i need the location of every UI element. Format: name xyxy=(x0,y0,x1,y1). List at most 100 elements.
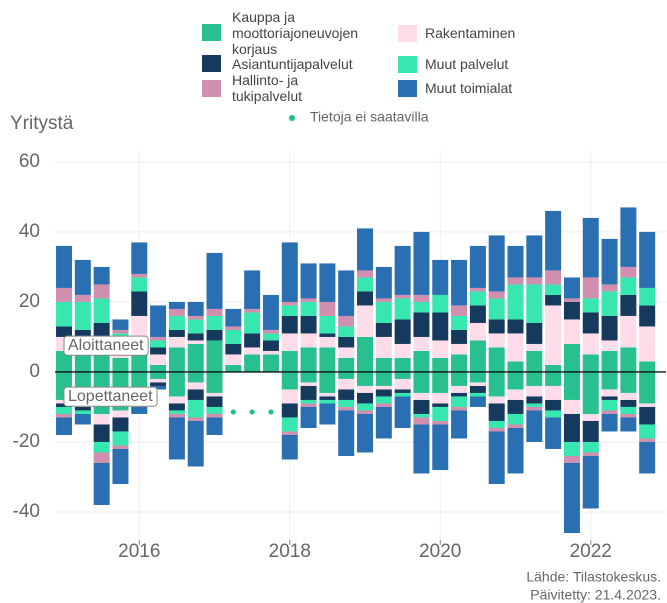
bar-start xyxy=(319,301,336,316)
bar-start xyxy=(601,315,618,341)
bar-closure xyxy=(413,399,430,414)
bar-closure xyxy=(413,392,430,400)
bar-closure xyxy=(281,403,298,418)
bar-start xyxy=(56,301,73,327)
legend-label: Muut toimialat xyxy=(425,80,513,96)
bar-start xyxy=(582,354,599,372)
bar-closure xyxy=(338,378,355,390)
bar-closure xyxy=(319,399,336,404)
bar-closure xyxy=(394,392,411,397)
bar-closure xyxy=(601,371,618,390)
bar-start xyxy=(319,315,336,334)
bar-start xyxy=(375,357,392,372)
bar-start xyxy=(507,361,524,372)
bar-start xyxy=(582,333,599,355)
bar-closure xyxy=(563,371,580,400)
bar-closure xyxy=(582,413,599,421)
bar-closure xyxy=(601,410,618,414)
bar-closure xyxy=(469,382,486,386)
bar-start xyxy=(206,308,223,316)
bar-start xyxy=(74,259,91,295)
bar-start xyxy=(545,284,562,295)
bar-start xyxy=(601,340,618,351)
bar-closure xyxy=(357,403,374,411)
bar-start xyxy=(74,294,91,302)
bar-start xyxy=(526,235,543,278)
bar-closure xyxy=(300,385,317,400)
bar-closure xyxy=(357,392,374,404)
bar-closure xyxy=(488,371,505,397)
bar-start xyxy=(112,333,129,337)
bar-closure xyxy=(488,420,505,428)
bar-closure xyxy=(281,389,298,404)
bar-start xyxy=(394,343,411,358)
bar-start xyxy=(620,277,637,295)
bar-start xyxy=(281,305,298,316)
bar-closure xyxy=(394,378,411,390)
bar-start xyxy=(150,305,167,337)
bar-start xyxy=(375,298,392,302)
bar-closure xyxy=(112,448,129,484)
bar-start xyxy=(582,277,599,299)
bar-closure xyxy=(375,403,392,407)
bar-start xyxy=(507,245,524,278)
bar-start xyxy=(93,284,110,299)
y-tick-label: 0 xyxy=(29,361,40,382)
bar-closure xyxy=(56,417,73,435)
bar-closure xyxy=(375,385,392,390)
bar-closure xyxy=(413,371,430,393)
bar-closure xyxy=(357,385,374,393)
bar-start xyxy=(451,259,468,306)
bar-start xyxy=(488,347,505,372)
bar-start xyxy=(601,350,618,372)
bar-closure xyxy=(601,396,618,400)
bar-closure xyxy=(131,406,148,414)
bar-start xyxy=(319,333,336,337)
bar-start xyxy=(413,231,430,295)
bar-start xyxy=(168,336,185,348)
bar-closure xyxy=(168,403,185,411)
bar-start xyxy=(225,308,242,327)
annotation-label: Lopettaneet xyxy=(68,388,153,405)
bar-start xyxy=(545,210,562,271)
bar-start xyxy=(244,308,261,313)
bar-start xyxy=(338,357,355,372)
bar-closure xyxy=(394,389,411,393)
bar-start xyxy=(394,319,411,344)
bar-closure xyxy=(432,424,449,470)
missing-dot xyxy=(249,409,255,415)
bar-start xyxy=(56,245,73,288)
bar-start xyxy=(206,340,223,372)
bar-closure xyxy=(93,413,110,425)
bar-closure xyxy=(168,413,185,418)
bar-start xyxy=(563,319,580,344)
bar-start xyxy=(545,364,562,372)
bar-closure xyxy=(112,445,129,449)
bar-closure xyxy=(338,389,355,400)
bar-start xyxy=(56,350,73,372)
bar-start xyxy=(601,238,618,285)
updated: Päivitetty: 21.4.2023. xyxy=(530,587,661,603)
bar-start xyxy=(639,361,656,372)
bar-start xyxy=(187,315,204,320)
bar-closure xyxy=(639,441,656,474)
y-tick-label: 60 xyxy=(19,151,40,172)
bar-start xyxy=(300,315,317,334)
bar-start xyxy=(131,273,148,278)
bar-start xyxy=(357,336,374,372)
legend-label: Hallinto- ja tukipalvelut xyxy=(232,72,303,104)
bar-closure xyxy=(206,406,223,414)
bar-start xyxy=(319,347,336,372)
bar-closure xyxy=(563,399,580,414)
bar-start xyxy=(488,235,505,292)
bar-start xyxy=(526,343,543,351)
bar-start xyxy=(131,291,148,316)
bar-start xyxy=(582,312,599,334)
bar-closure xyxy=(319,403,336,425)
bar-closure xyxy=(451,371,468,386)
bar-start xyxy=(451,343,468,355)
bar-closure xyxy=(563,462,580,533)
legend-swatch xyxy=(202,55,221,72)
bar-closure xyxy=(582,371,599,414)
bar-start xyxy=(394,245,411,295)
